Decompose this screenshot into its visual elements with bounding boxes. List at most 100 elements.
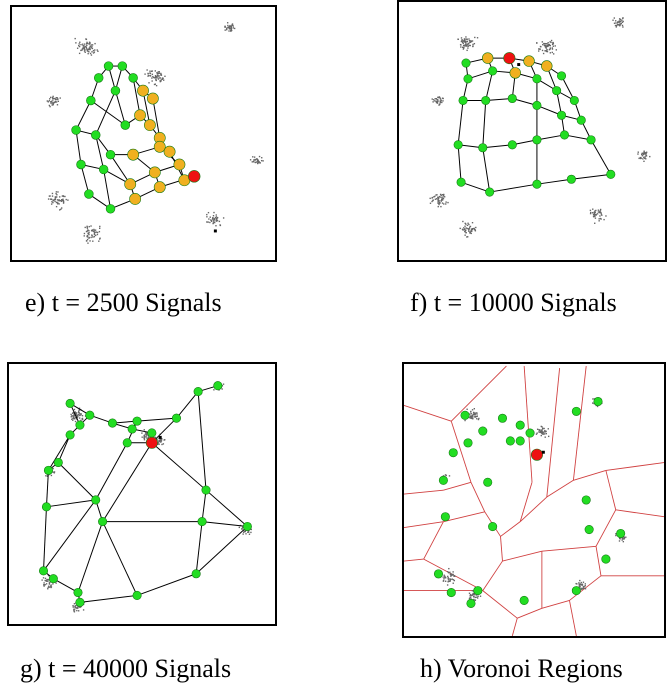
signal-dot bbox=[96, 231, 99, 234]
signal-dot bbox=[152, 75, 154, 78]
signal-dot bbox=[98, 230, 101, 233]
signal-dot bbox=[54, 200, 56, 203]
graph-node bbox=[48, 574, 58, 584]
signal-dot bbox=[54, 100, 57, 103]
signal-dot bbox=[639, 156, 642, 159]
signal-dot bbox=[437, 199, 440, 201]
neighbor-node bbox=[146, 92, 159, 105]
signal-dot bbox=[469, 39, 471, 42]
signal-dot bbox=[158, 443, 160, 445]
signal-dot bbox=[251, 161, 253, 163]
signal-dot bbox=[207, 211, 210, 214]
signal-dot bbox=[245, 533, 247, 535]
signal-dot bbox=[439, 97, 441, 99]
signal-dot bbox=[463, 47, 465, 49]
signal-dot bbox=[589, 212, 592, 215]
signal-dot bbox=[81, 49, 83, 51]
signal-dot bbox=[60, 199, 62, 202]
signal-dot bbox=[470, 417, 473, 419]
signal-dot bbox=[61, 199, 64, 202]
signal-dot bbox=[94, 234, 97, 237]
signal-dot bbox=[541, 428, 544, 430]
signal-dot bbox=[620, 21, 622, 23]
signal-dot bbox=[464, 45, 466, 47]
signal-dot bbox=[47, 578, 49, 581]
neighbor-node bbox=[129, 193, 142, 205]
signal-dot bbox=[545, 50, 548, 53]
signal-dot bbox=[252, 156, 254, 158]
signal-dot bbox=[546, 50, 549, 53]
signal-dot bbox=[464, 234, 466, 236]
signal-dot bbox=[94, 229, 97, 231]
signal-dot bbox=[92, 236, 94, 238]
signal-dot bbox=[73, 417, 76, 419]
signal-dot bbox=[55, 192, 57, 195]
signal-dot bbox=[158, 77, 160, 79]
signal-dot bbox=[53, 471, 56, 473]
signal-dot bbox=[621, 537, 624, 540]
graph-node bbox=[488, 522, 498, 532]
signal-dot bbox=[462, 42, 464, 45]
signal-dot bbox=[452, 579, 455, 581]
signal-dot bbox=[53, 97, 55, 100]
panel-e-graph bbox=[46, 22, 264, 244]
signal-dot bbox=[444, 474, 447, 476]
graph-edge bbox=[457, 100, 464, 145]
signal-dot bbox=[644, 157, 646, 160]
graph-node bbox=[481, 95, 491, 106]
signal-dot bbox=[615, 22, 617, 24]
signal-dot bbox=[443, 574, 445, 576]
voronoi-edge bbox=[470, 482, 486, 513]
signal-dot bbox=[73, 611, 76, 613]
signal-dot bbox=[150, 70, 153, 72]
signal-dot bbox=[439, 202, 441, 204]
signal-dot bbox=[468, 223, 470, 226]
graph-node bbox=[242, 521, 252, 532]
signal-dot bbox=[461, 39, 463, 41]
signal-dot bbox=[55, 205, 58, 208]
signal-dot bbox=[473, 596, 475, 598]
signal-dot bbox=[244, 530, 246, 532]
signal-dot bbox=[613, 22, 616, 24]
signal-dot bbox=[617, 24, 620, 26]
signal-dot bbox=[449, 578, 451, 581]
signal-dot bbox=[50, 586, 53, 588]
signal-dot bbox=[474, 412, 476, 415]
graph-node bbox=[446, 588, 456, 598]
signal-dot bbox=[649, 155, 651, 158]
signal-dot bbox=[83, 46, 85, 48]
signal-dot bbox=[215, 219, 218, 221]
voronoi-edge bbox=[517, 607, 543, 619]
signal-dot bbox=[437, 99, 439, 101]
graph-edge bbox=[536, 178, 572, 185]
signal-dot bbox=[78, 417, 81, 419]
signal-dot bbox=[436, 100, 438, 103]
signal-dot bbox=[578, 582, 580, 584]
signal-dot bbox=[619, 18, 622, 21]
signal-dot bbox=[439, 100, 441, 102]
signal-dot bbox=[536, 428, 539, 430]
signal-dot bbox=[62, 202, 65, 204]
signal-dot bbox=[156, 76, 158, 78]
current-signal bbox=[158, 435, 162, 439]
signal-dot bbox=[47, 586, 49, 589]
signal-dot bbox=[466, 45, 468, 47]
signal-dot bbox=[79, 413, 81, 415]
signal-dot bbox=[50, 198, 53, 200]
signal-dot bbox=[472, 45, 474, 48]
signal-dot bbox=[160, 80, 162, 82]
signal-dot bbox=[89, 45, 91, 48]
signal-dot bbox=[612, 19, 614, 21]
signal-dot bbox=[552, 53, 555, 55]
signal-dot bbox=[439, 101, 442, 104]
signal-dot bbox=[56, 199, 59, 201]
graph-edge bbox=[132, 77, 141, 116]
graph-edge bbox=[102, 442, 153, 522]
signal-dot bbox=[84, 226, 86, 229]
neighbor-node bbox=[153, 140, 166, 153]
signal-dot bbox=[474, 594, 476, 596]
signal-dot bbox=[641, 153, 643, 156]
signal-dot bbox=[78, 45, 81, 48]
signal-dot bbox=[432, 99, 435, 101]
winner-node bbox=[503, 52, 516, 65]
